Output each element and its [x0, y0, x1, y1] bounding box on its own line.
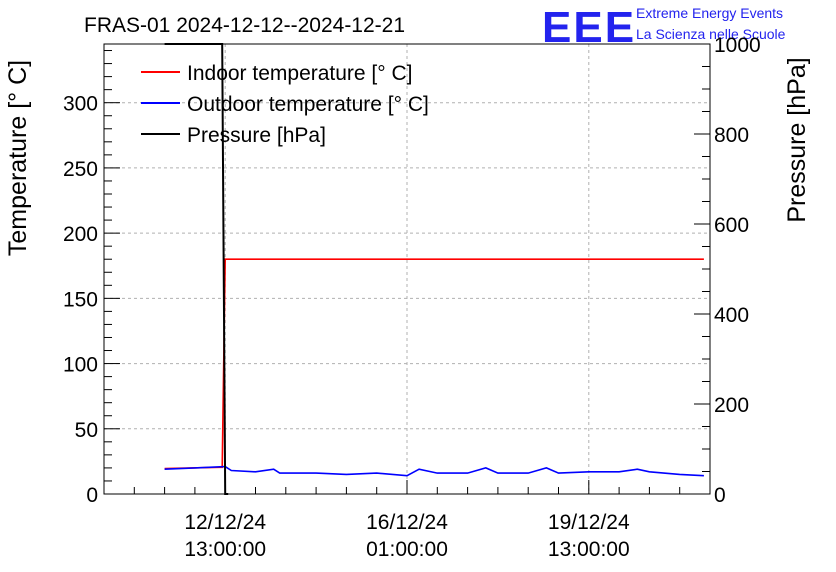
y-tick-label: 50	[75, 419, 98, 442]
eee-logo-line2: La Scienza nelle Scuole	[636, 26, 786, 42]
legend: Indoor temperature [° C] Outdoor tempera…	[141, 62, 429, 147]
y2-tick-label: 200	[714, 394, 749, 417]
y-tick-label: 150	[63, 288, 98, 311]
chart-title: FRAS-01 2024-12-12--2024-12-21	[84, 14, 405, 37]
x-tick-label-date: 16/12/24	[366, 511, 448, 534]
axes-layer: 0 50 100 150 200 250 300 0 200 400 600 800 1000 12/12…	[63, 34, 761, 561]
y2-tick-label: 0	[714, 484, 726, 507]
eee-logo-line1: Extreme Energy Events	[636, 5, 783, 21]
x-tick-label-time: 13:00:00	[184, 538, 266, 561]
y2-axis-label: Pressure [hPa]	[783, 57, 811, 222]
x-tick-label-date: 12/12/24	[184, 511, 266, 534]
y-tick-label: 200	[63, 223, 98, 246]
y-tick-label: 100	[63, 354, 98, 377]
legend-label-indoor: Indoor temperature [° C]	[187, 62, 413, 85]
y-tick-label: 250	[63, 158, 98, 181]
x-tick-label-time: 01:00:00	[366, 538, 448, 561]
legend-label-pressure: Pressure [hPa]	[187, 124, 326, 147]
y-axis-label: Temperature [° C]	[4, 60, 32, 256]
y-tick-label: 0	[86, 484, 98, 507]
y2-tick-label: 800	[714, 124, 749, 147]
y2-tick-label: 1000	[714, 34, 761, 57]
y2-tick-label: 600	[714, 214, 749, 237]
legend-label-outdoor: Outdoor temperature [° C]	[187, 93, 429, 116]
y2-tick-label: 400	[714, 304, 749, 327]
plot-frame	[103, 43, 711, 495]
x-tick-label-date: 19/12/24	[548, 511, 630, 534]
eee-logo: EEE Extreme Energy Events La Scienza nel…	[542, 3, 786, 52]
series-line-1	[164, 465, 704, 477]
x-tick-label-time: 13:00:00	[548, 538, 630, 561]
y-tick-label: 300	[63, 93, 98, 116]
